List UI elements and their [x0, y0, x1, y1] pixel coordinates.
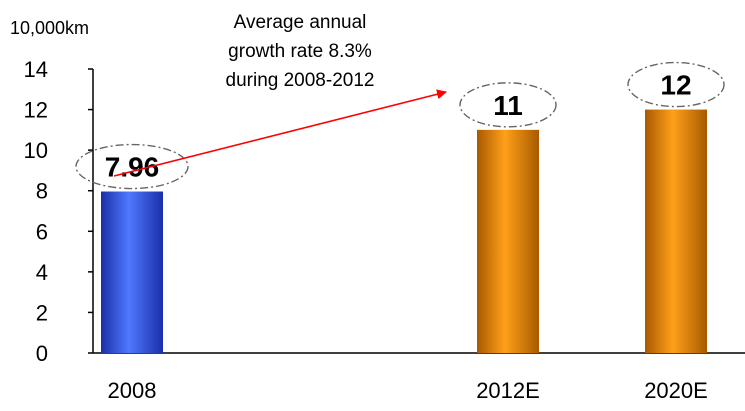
data-label-ellipse	[459, 82, 557, 128]
data-label: 12	[660, 70, 691, 101]
x-tick-label: 2020E	[644, 378, 708, 403]
annotation-line-2: growth rate 8.3%	[228, 41, 372, 62]
y-tick-label: 4	[36, 260, 48, 285]
data-label-ellipse	[75, 143, 189, 190]
annotation-line-1: Average annual	[234, 12, 367, 33]
x-tick-label: 2012E	[476, 378, 540, 403]
data-label: 11	[493, 90, 523, 121]
y-tick-label: 12	[24, 98, 48, 123]
data-label-ellipse	[627, 61, 725, 108]
bar-2008	[101, 191, 163, 353]
y-tick-label: 2	[36, 300, 48, 325]
annotation-line-3: during 2008-2012	[226, 70, 375, 91]
y-tick-label: 8	[36, 179, 48, 204]
growth-annotation: Average annual growth rate 8.3% during 2…	[113, 12, 447, 177]
y-tick-label: 14	[24, 57, 48, 82]
y-tick-label: 6	[36, 219, 48, 244]
y-tick-label: 10	[24, 138, 48, 163]
growth-arrow	[113, 89, 447, 177]
bar-2012e	[477, 129, 539, 353]
bar-2020e	[645, 109, 707, 353]
y-tick-label: 0	[36, 341, 48, 366]
y-axis-unit-label: 10,000km	[10, 18, 89, 38]
x-tick-label: 2008	[108, 378, 157, 403]
